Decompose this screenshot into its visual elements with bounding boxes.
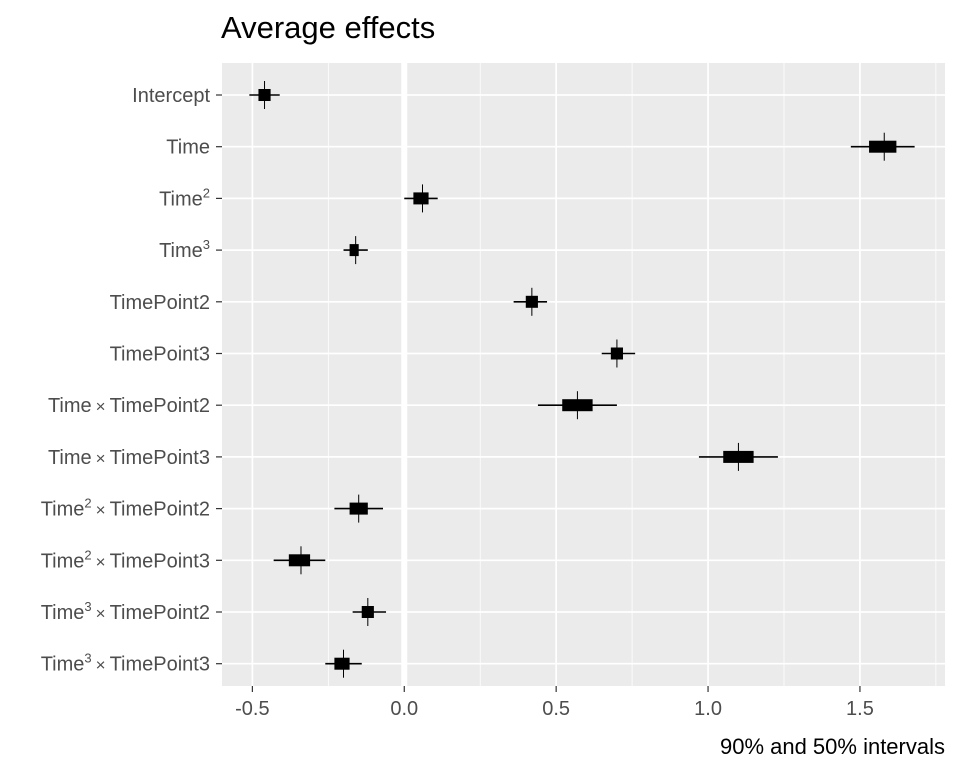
y-tick-label: TimePoint3 (110, 344, 210, 366)
x-tick-label: 0.5 (542, 698, 570, 720)
x-tick-label: 0.0 (390, 698, 418, 720)
y-tick-label: Time3 (159, 237, 210, 262)
x-axis: -0.5 0.0 0.5 1.0 1.5 (235, 686, 874, 720)
y-tick-label: Time2 (159, 185, 210, 210)
x-tick-label: 1.5 (846, 698, 874, 720)
plot-panel (222, 63, 945, 686)
x-axis-title: 90% and 50% intervals (720, 734, 945, 759)
term-interval (601, 339, 636, 368)
term-interval (404, 184, 438, 213)
y-tick-label: TimePoint2 (110, 292, 210, 314)
term-interval (249, 81, 280, 109)
minor-gridlines (327, 63, 937, 686)
ci50-box (288, 554, 311, 567)
ci50-box (349, 244, 359, 257)
term-interval (343, 236, 368, 265)
term-interval (698, 442, 778, 471)
y-tick-label: Time3 × TimePoint2 (41, 599, 210, 624)
y-tick-label: Time3 × TimePoint3 (41, 651, 210, 676)
term-interval (537, 391, 617, 420)
ci50-box (869, 140, 897, 153)
y-tick-label: Time2 × TimePoint2 (41, 496, 210, 521)
term-interval (850, 132, 915, 161)
term-interval (352, 598, 387, 626)
major-gridlines (222, 63, 945, 686)
y-tick-label: Intercept (132, 85, 210, 107)
term-interval (334, 494, 384, 523)
x-tick-label: 1.0 (694, 698, 722, 720)
term-interval (325, 649, 362, 678)
y-tick-label: Time × TimePoint2 (48, 395, 210, 417)
y-tick-label: Time × TimePoint3 (48, 447, 210, 469)
y-tick-label: Time (166, 137, 210, 159)
interval-marks (249, 81, 915, 678)
term-interval (273, 546, 326, 575)
ci50-box (334, 657, 350, 670)
chart-title: Average effects (221, 10, 436, 45)
y-axis-labels: Intercept Time Time2 Time3 TimePoint2 TimePoi… (41, 85, 222, 676)
term-interval (513, 287, 548, 316)
x-tick-label: -0.5 (235, 698, 269, 720)
ci50-box (413, 192, 429, 205)
y-tick-label: Time2 × TimePoint3 (41, 547, 210, 572)
